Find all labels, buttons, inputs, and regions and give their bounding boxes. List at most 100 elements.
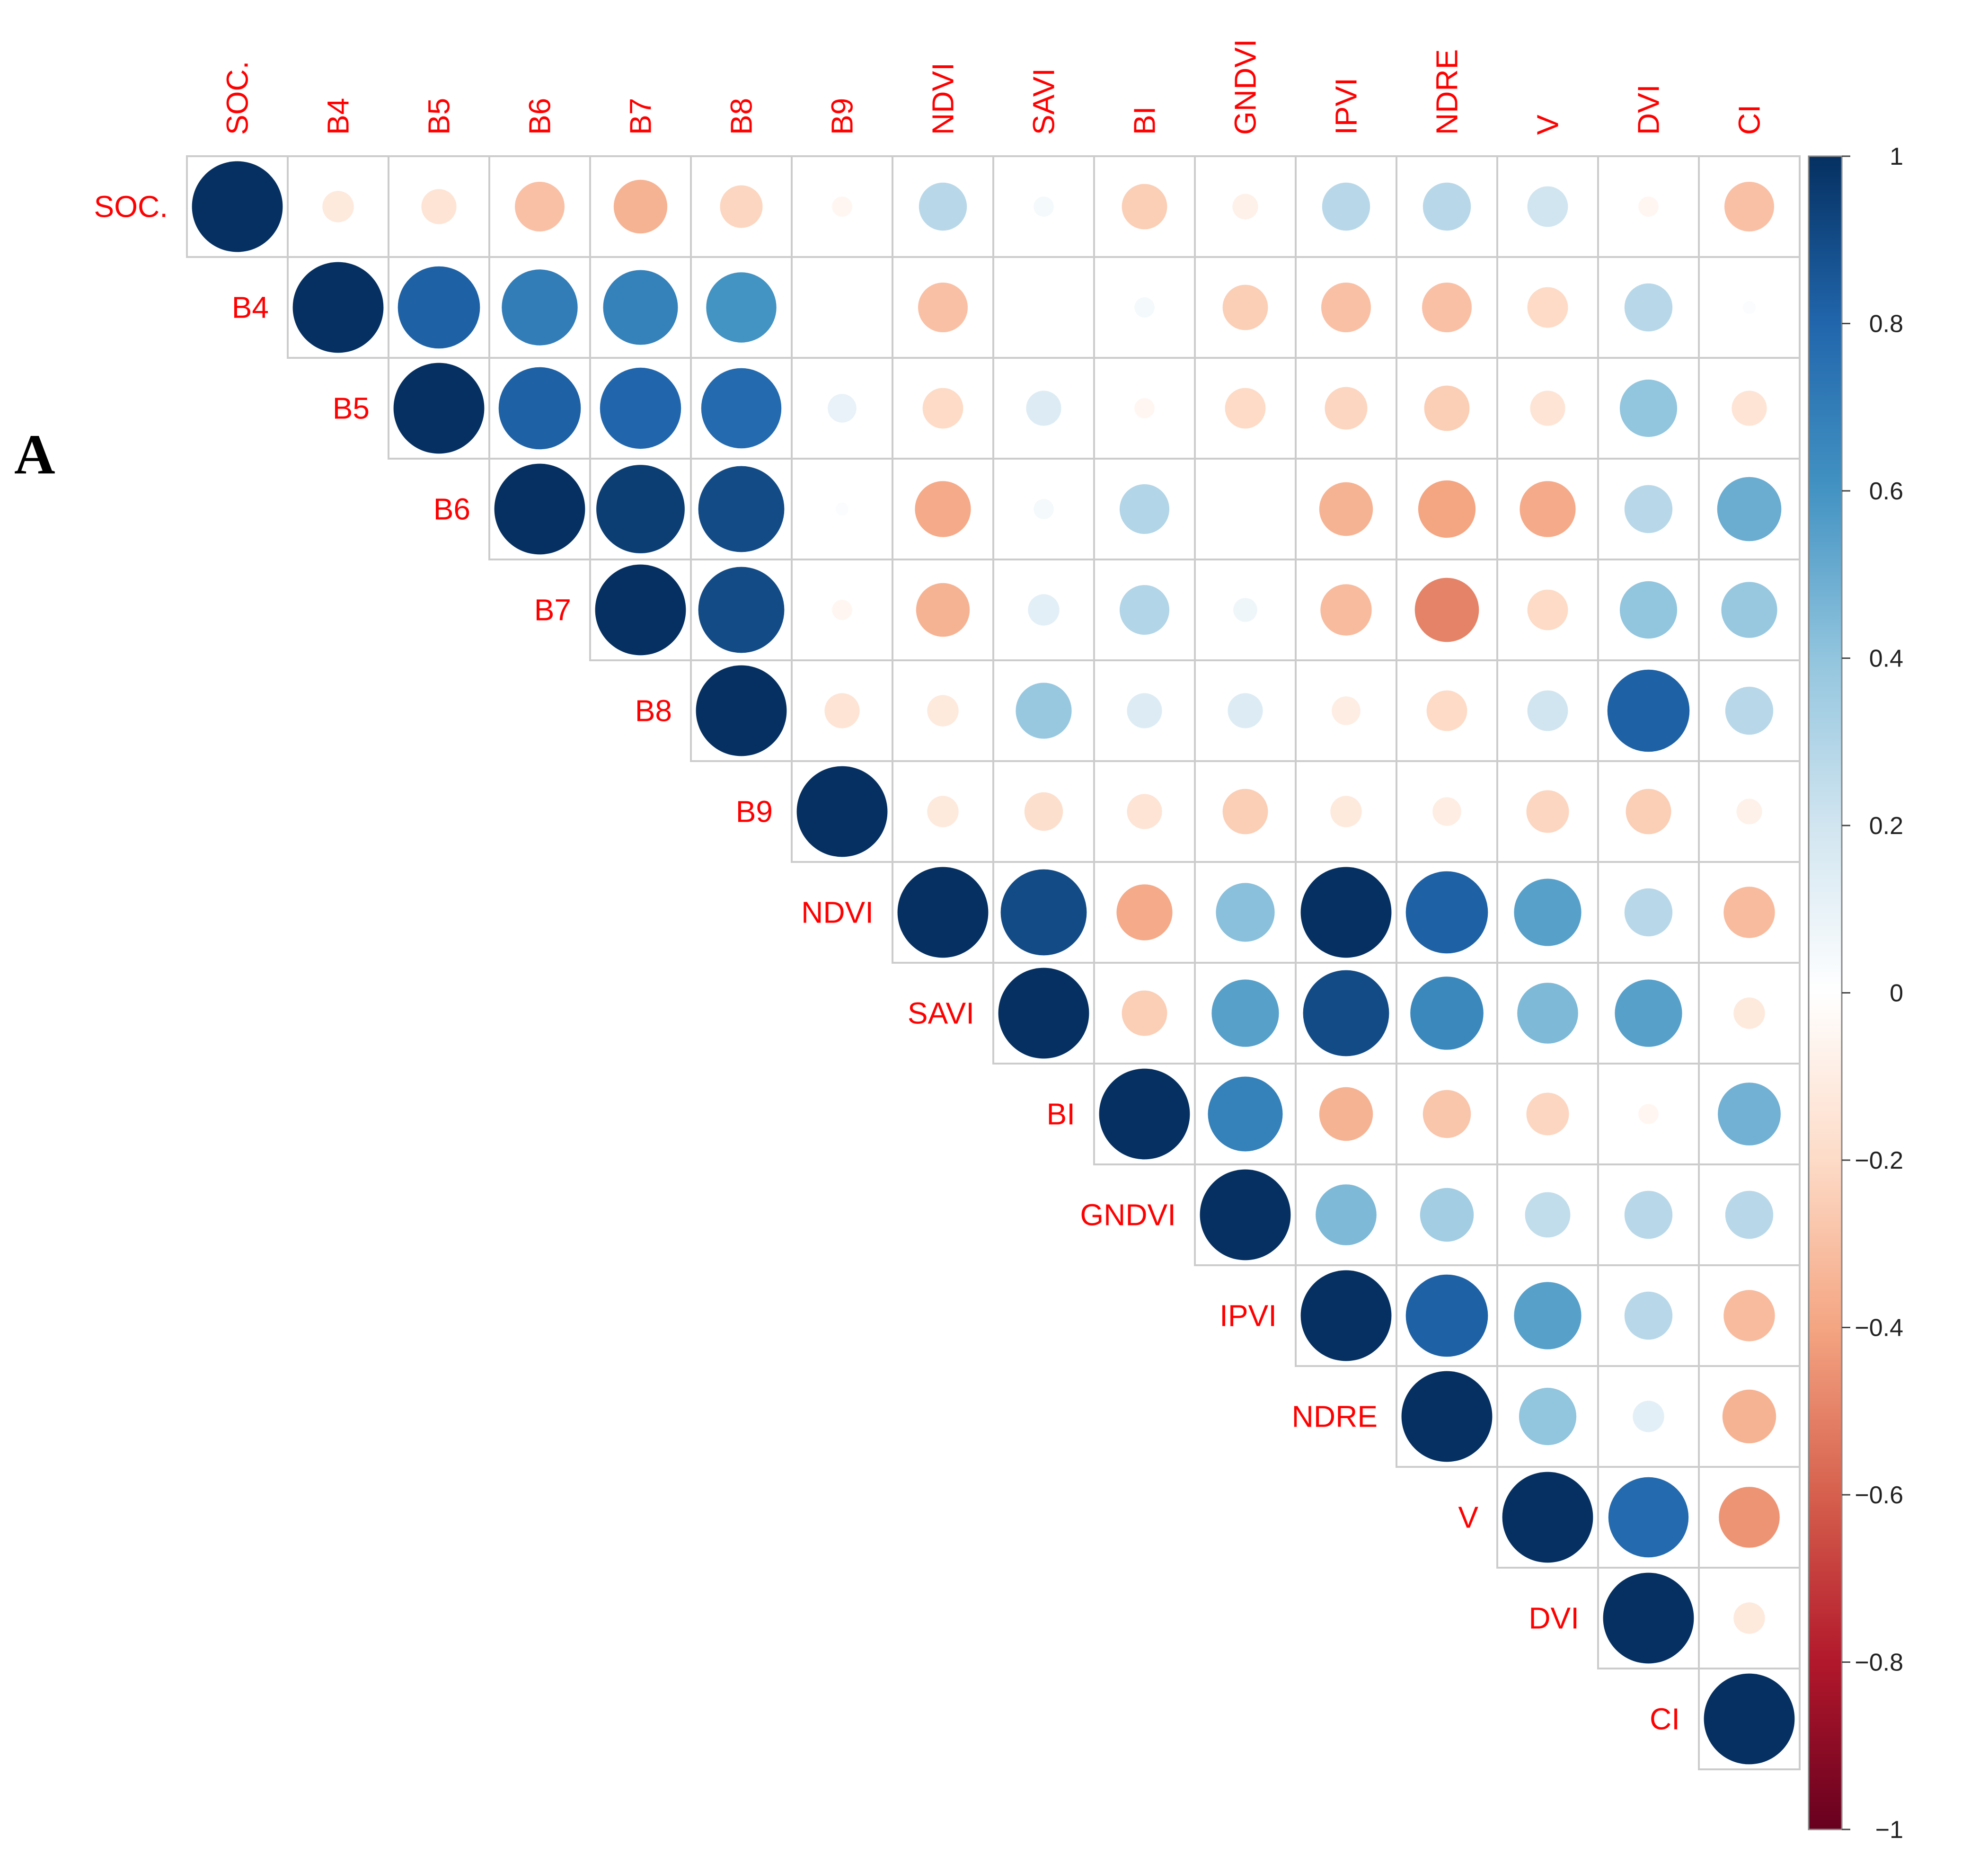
corr-circle-b6-ci: [1717, 477, 1782, 541]
column-label: CI: [1732, 105, 1767, 135]
grid-cell: [1496, 155, 1599, 258]
corr-circle-b5-b7: [600, 367, 681, 449]
corr-circle-b4-bi: [1134, 297, 1155, 318]
corr-circle-bi-dvi: [1638, 1104, 1659, 1124]
column-label: V: [1531, 115, 1565, 135]
colorbar-tick-label: −0.4: [1855, 1314, 1903, 1342]
corr-circle-ndvi-v: [1514, 879, 1582, 946]
corr-circle-bi-ndre: [1423, 1090, 1471, 1138]
corr-circle-b8-ipvi: [1332, 696, 1361, 725]
corr-circle-b6-v: [1520, 481, 1576, 537]
corr-circle-b5-b5: [393, 363, 485, 454]
column-label: B6: [523, 98, 557, 135]
column-label: BI: [1128, 107, 1162, 135]
column-labels: SOC. B4 B5 B6 B7 B8 B9 NDVI SAVI BI GNDVI IPVI NDRE V…: [221, 39, 1767, 135]
column-label: B5: [422, 98, 456, 135]
corr-circle-soc-ndre: [1423, 182, 1471, 231]
colorbar-tick-label: 0.2: [1869, 812, 1903, 840]
column-label: GNDVI: [1228, 39, 1263, 135]
corr-circle-gndvi-gndvi: [1200, 1169, 1291, 1261]
column-label: B4: [321, 98, 355, 135]
corr-circle-b8-dvi: [1607, 669, 1690, 752]
corr-circle-b5-v: [1530, 391, 1565, 426]
corr-circle-ndre-ndre: [1401, 1371, 1493, 1462]
row-label: NDRE: [1292, 1400, 1378, 1434]
corr-circle-savi-dvi: [1615, 979, 1682, 1047]
corr-circle-soc-soc: [192, 161, 283, 252]
corr-circle-soc-gndvi: [1232, 194, 1258, 220]
row-label: SAVI: [908, 996, 974, 1030]
corr-circle-ci-ci: [1704, 1673, 1795, 1765]
corr-circle-savi-ipvi: [1303, 970, 1389, 1056]
corr-circle-soc-b7: [613, 179, 668, 234]
corr-circle-soc-b6: [515, 182, 565, 231]
colorbar-tick-label: −1: [1875, 1816, 1903, 1844]
column-label: IPVI: [1329, 78, 1363, 135]
corr-circle-b5-dvi: [1619, 379, 1678, 437]
corr-circle-b4-b4: [292, 262, 384, 353]
row-label: B7: [534, 593, 571, 627]
corr-circle-b4-b8: [706, 272, 777, 343]
corr-circle-bi-bi: [1099, 1068, 1190, 1160]
corr-circle-b7-ci: [1721, 582, 1777, 638]
corr-circle-savi-bi: [1122, 990, 1167, 1036]
corr-circle-b4-ipvi: [1321, 283, 1371, 332]
colorbar-tick-label: −0.2: [1855, 1147, 1903, 1174]
corr-circle-gndvi-ndre: [1420, 1188, 1474, 1242]
grid-cell: [791, 256, 893, 359]
corr-circle-b4-b6: [502, 269, 578, 346]
corr-circle-ndre-ci: [1722, 1389, 1776, 1444]
column-label: B7: [624, 98, 658, 135]
corr-circle-b9-b9: [796, 766, 888, 857]
corr-circle-b6-bi: [1120, 484, 1169, 534]
corr-circle-b9-ndvi: [927, 796, 959, 827]
corr-circle-b7-ndre: [1414, 577, 1479, 642]
corr-circle-b9-ci: [1736, 799, 1762, 825]
corr-circle-bi-ci: [1718, 1083, 1781, 1145]
corr-circle-v-ci: [1719, 1487, 1780, 1548]
corr-circle-bi-v: [1526, 1092, 1569, 1136]
corr-circle-b8-ci: [1725, 686, 1774, 735]
corr-circle-b4-gndvi: [1222, 284, 1268, 330]
corr-circle-b7-b7: [595, 564, 686, 656]
corr-circle-soc-ndvi: [919, 182, 967, 231]
corr-circle-gndvi-ipvi: [1316, 1184, 1377, 1245]
corr-circle-b7-b9: [832, 600, 852, 620]
row-label: B6: [433, 492, 470, 526]
corr-circle-b8-v: [1527, 690, 1568, 731]
corr-circle-b4-ndvi: [918, 283, 968, 332]
corr-circle-soc-v: [1527, 186, 1568, 227]
corr-circle-b9-savi: [1024, 792, 1063, 831]
corr-circle-savi-v: [1517, 983, 1578, 1044]
colorbar-gradient: [1808, 155, 1843, 1830]
colorbar-tick-label: 1: [1890, 143, 1903, 170]
corr-circle-gndvi-v: [1525, 1192, 1571, 1238]
corr-circle-b5-ci: [1732, 391, 1767, 426]
corr-circle-savi-ndre: [1410, 976, 1484, 1050]
corr-circle-b6-savi: [1034, 499, 1054, 519]
corr-circle-b8-b9: [824, 693, 860, 728]
corr-circle-b6-b9: [835, 502, 849, 516]
corr-circle-soc-ipvi: [1322, 182, 1370, 231]
row-label: B9: [736, 795, 773, 829]
corr-circle-soc-b8: [720, 185, 763, 228]
corr-circle-b5-gndvi: [1225, 388, 1266, 429]
row-label: B8: [635, 694, 672, 728]
row-label: SOC.: [94, 190, 168, 224]
row-label: GNDVI: [1080, 1198, 1176, 1232]
row-label: IPVI: [1219, 1299, 1277, 1333]
row-label: B5: [333, 391, 370, 426]
corr-circle-b4-b7: [603, 270, 678, 345]
corr-circle-dvi-ci: [1733, 1602, 1765, 1634]
corr-circle-ndre-v: [1519, 1387, 1577, 1446]
corr-circle-b9-ipvi: [1330, 796, 1362, 827]
grid-cell: [892, 155, 994, 258]
corr-circle-b6-b8: [698, 466, 785, 552]
row-label: BI: [1047, 1097, 1075, 1131]
row-label: CI: [1650, 1702, 1680, 1736]
colorbar-tick-label: 0.8: [1869, 311, 1903, 338]
corr-circle-b5-bi: [1134, 398, 1155, 418]
grid-cell: [992, 256, 1095, 359]
corr-circle-b9-gndvi: [1222, 789, 1268, 834]
